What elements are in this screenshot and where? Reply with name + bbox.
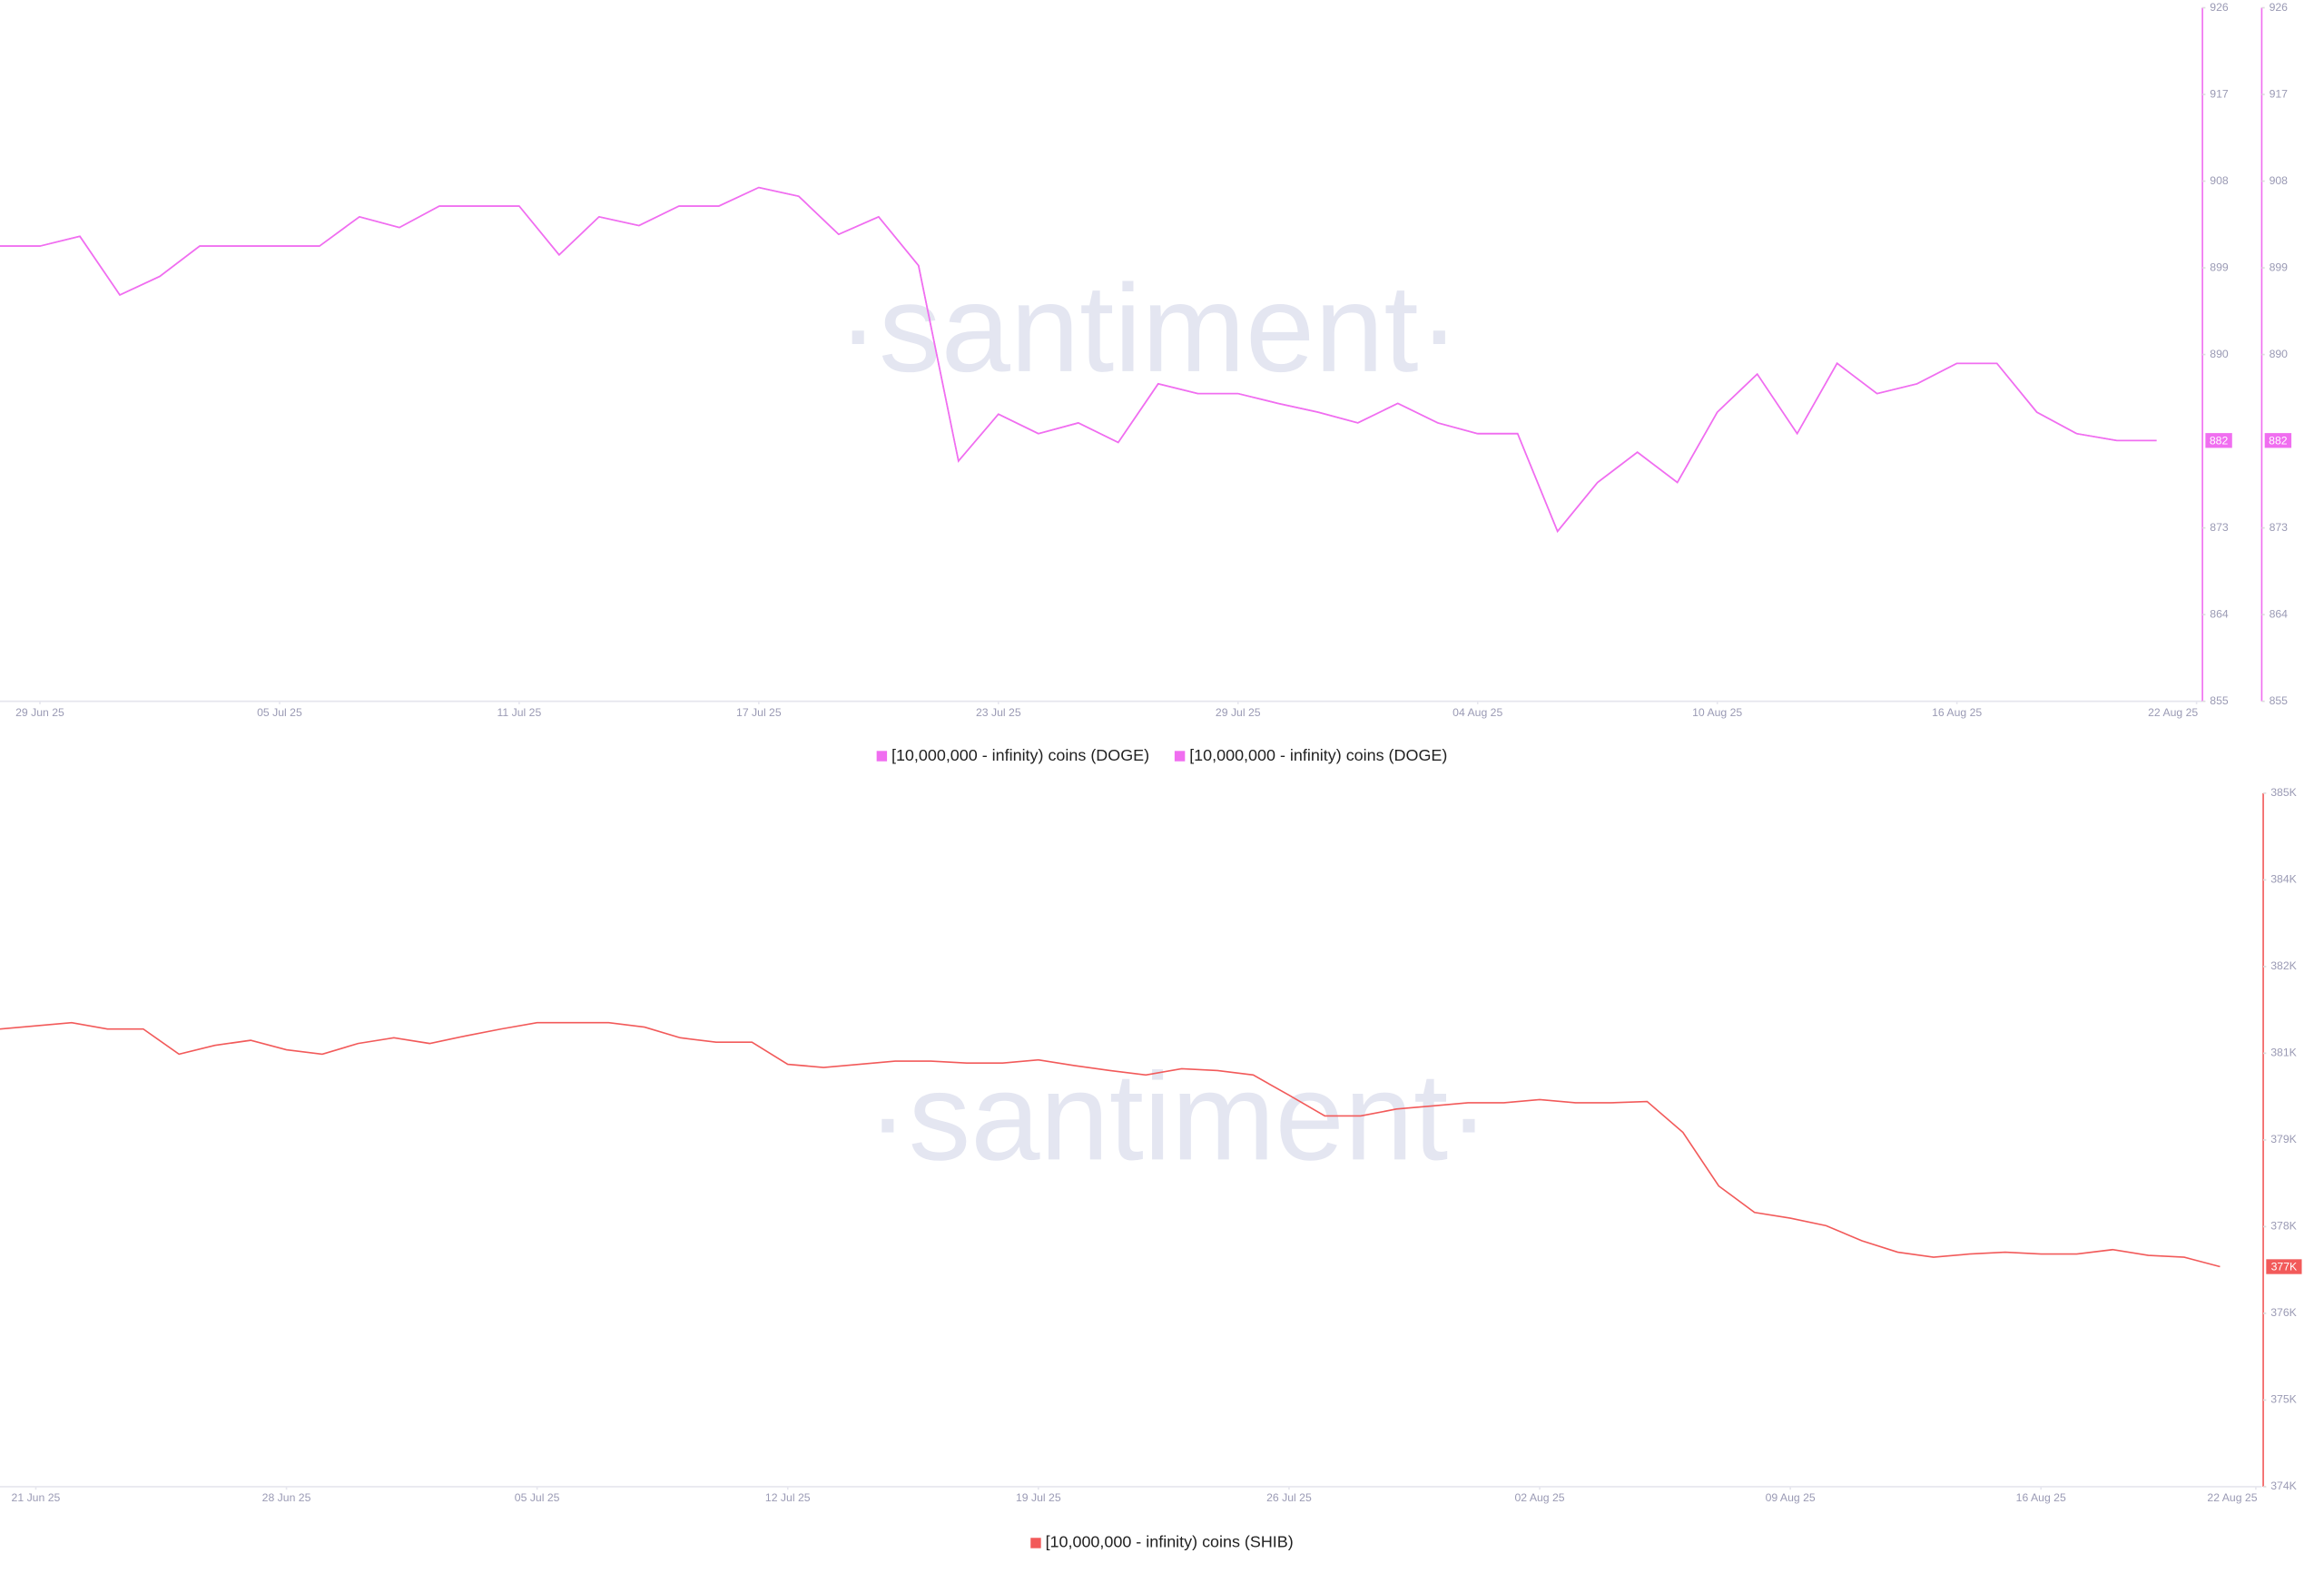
y-tick-label: 855 (2270, 694, 2289, 707)
y-tick-label: 926 (2270, 1, 2289, 14)
y-tick-label: 890 (2270, 348, 2289, 360)
x-tick-label: 12 Jul 25 (765, 1491, 811, 1504)
y-tick-label: 381K (2270, 1047, 2297, 1059)
y-tick-label: 374K (2270, 1480, 2297, 1492)
legend-label: [10,000,000 - infinity) coins (SHIB) (1046, 1533, 1294, 1551)
last-value-badge (2266, 1259, 2302, 1274)
series-line (0, 1021, 2221, 1268)
x-tick-label: 11 Jul 25 (497, 706, 542, 719)
legend-swatch (1030, 1538, 1041, 1548)
y-tick-label: 376K (2270, 1306, 2297, 1319)
last-value-label: 882 (2269, 434, 2288, 447)
x-tick-label: 17 Jul 25 (736, 706, 782, 719)
y-tick-label: 864 (2270, 607, 2289, 620)
legend: [10,000,000 - infinity) coins (DOGE) [10,… (876, 746, 1447, 764)
x-tick-label: 21 Jun 25 (12, 1491, 61, 1504)
x-tick-label: 29 Jul 25 (1216, 706, 1261, 719)
legend-swatch (1174, 751, 1186, 762)
x-tick-label: 04 Aug 25 (1452, 706, 1502, 719)
y-tick-label: 375K (2270, 1393, 2297, 1406)
x-tick-label: 05 Jul 25 (515, 1491, 560, 1504)
y-tick-label: 908 (2210, 174, 2229, 187)
legend-swatch (876, 751, 888, 762)
last-value-label: 377K (2271, 1261, 2298, 1273)
last-value-badge (2264, 433, 2292, 448)
watermark: ·santiment· (867, 1047, 1490, 1186)
x-tick-label: 16 Aug 25 (2016, 1491, 2066, 1504)
last-value-label: 882 (2210, 434, 2229, 447)
legend-label: [10,000,000 - infinity) coins (DOGE) (891, 746, 1149, 764)
y-tick-label: 873 (2210, 521, 2229, 534)
y-tick-label: 378K (2270, 1220, 2297, 1233)
x-tick-label: 28 Jun 25 (262, 1491, 311, 1504)
x-tick-label: 26 Jul 25 (1266, 1491, 1312, 1504)
y-tick-label: 873 (2270, 521, 2289, 534)
y-tick-label: 382K (2270, 959, 2297, 972)
x-tick-label: 19 Jul 25 (1016, 1491, 1061, 1504)
y-tick-label: 385K (2270, 786, 2297, 799)
y-tick-label: 379K (2270, 1133, 2297, 1145)
last-value-badge (2205, 433, 2232, 448)
y-tick-label: 899 (2210, 261, 2229, 273)
y-tick-label: 864 (2210, 607, 2229, 620)
x-tick-label: 29 Jun 25 (15, 706, 64, 719)
y-tick-label: 926 (2210, 1, 2229, 14)
series-line (0, 186, 2157, 533)
x-tick-label: 16 Aug 25 (1932, 706, 1982, 719)
x-tick-label: 23 Jul 25 (976, 706, 1021, 719)
x-tick-label: 09 Aug 25 (1766, 1491, 1816, 1504)
x-tick-label: 22 Aug 25 (2148, 706, 2198, 719)
x-tick-label: 10 Aug 25 (1692, 706, 1742, 719)
x-tick-label: 05 Jul 25 (257, 706, 302, 719)
y-tick-label: 917 (2270, 87, 2289, 100)
y-tick-label: 917 (2210, 87, 2229, 100)
y-tick-label: 855 (2210, 694, 2229, 707)
legend-label: [10,000,000 - infinity) coins (DOGE) (1189, 746, 1447, 764)
y-tick-label: 890 (2210, 348, 2229, 360)
y-tick-label: 384K (2270, 873, 2297, 886)
y-tick-label: 908 (2270, 174, 2289, 187)
y-tick-label: 899 (2270, 261, 2289, 273)
x-tick-label: 02 Aug 25 (1514, 1491, 1564, 1504)
legend: [10,000,000 - infinity) coins (SHIB) (1030, 1533, 1294, 1551)
x-tick-label: 22 Aug 25 (2207, 1491, 2257, 1504)
